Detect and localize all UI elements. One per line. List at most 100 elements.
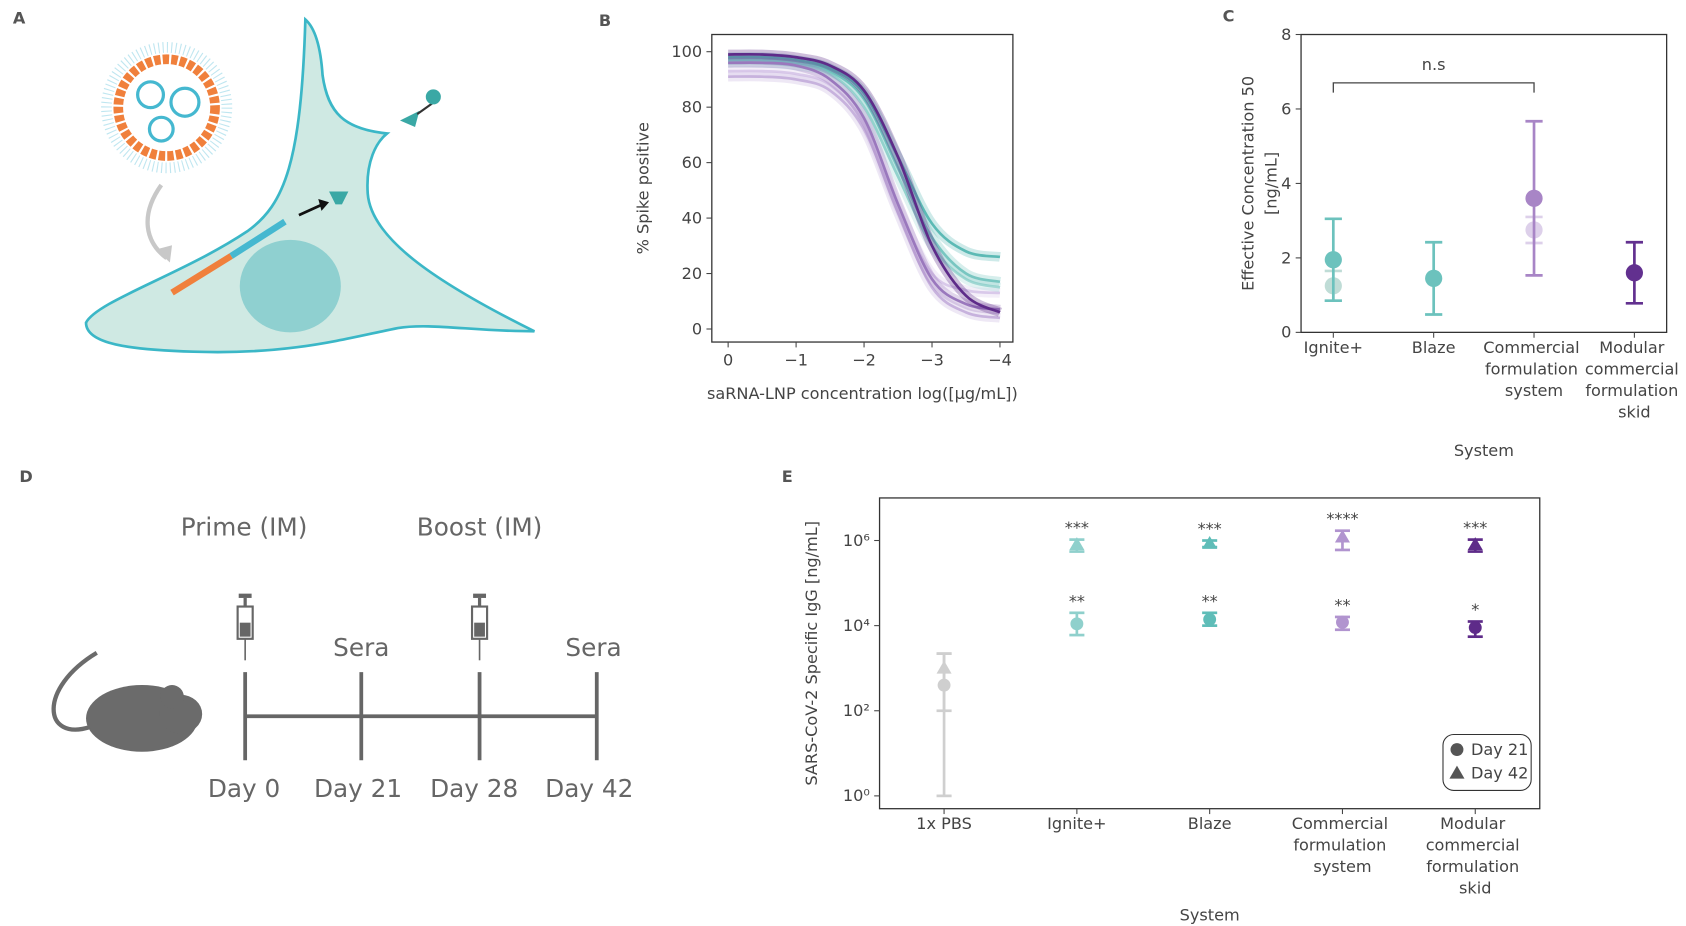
significance-label: ** xyxy=(1069,591,1085,610)
curve xyxy=(728,58,1001,284)
y-axis-label: SARS-CoV-2 Specific IgG [ng/mL] xyxy=(802,521,821,786)
dose-label: Prime (IM) xyxy=(181,513,308,542)
y-tick-label: 10⁶ xyxy=(843,531,870,550)
y-tick-label: 20 xyxy=(682,264,703,283)
point xyxy=(1467,537,1483,551)
point xyxy=(1334,529,1350,543)
significance-label: * xyxy=(1471,600,1479,619)
rna-strand xyxy=(229,218,287,259)
y-axis-label: [ng/mL] xyxy=(1261,152,1280,215)
y-tick-label: 40 xyxy=(682,208,703,227)
x-tick-label: Blaze xyxy=(1188,814,1232,833)
y-tick-label: 10⁰ xyxy=(843,786,870,805)
y-tick-label: 2 xyxy=(1281,248,1291,267)
antibody xyxy=(416,102,433,115)
y-tick-label: 0 xyxy=(692,319,702,338)
point xyxy=(1324,251,1342,269)
x-tick-label: Blaze xyxy=(1412,338,1456,357)
point xyxy=(1336,615,1349,629)
protein xyxy=(399,110,420,127)
significance-label: *** xyxy=(1198,519,1222,538)
y-tick-label: 60 xyxy=(682,153,703,172)
plot-frame xyxy=(1300,33,1668,334)
timeline xyxy=(243,672,599,761)
y-tick-label: 100 xyxy=(671,42,702,61)
legend-marker xyxy=(1449,765,1465,779)
x-tick-label: Modular commercial formulation skid xyxy=(1426,814,1525,898)
significance-label: *** xyxy=(1065,518,1089,537)
x-axis-label: saRNA-LNP concentration log([µg/mL]) xyxy=(707,384,1018,403)
y-tick-label: 6 xyxy=(1281,99,1291,118)
rna xyxy=(147,115,175,143)
curve xyxy=(728,52,1001,314)
point xyxy=(1525,189,1543,207)
syringe xyxy=(470,592,489,662)
arrow xyxy=(298,203,324,217)
y-tick-label: 4 xyxy=(1281,174,1291,193)
day-label: Day 0 xyxy=(208,774,280,803)
x-tick-label: 1x PBS xyxy=(916,814,972,833)
cell xyxy=(84,16,535,354)
y-tick-label: 0 xyxy=(1281,323,1291,342)
x-tick-label: Modular commercial formulation skid xyxy=(1585,338,1684,422)
day-label: Day 42 xyxy=(545,774,633,803)
point xyxy=(1070,617,1084,631)
x-tick-label: Ignite+ xyxy=(1047,814,1106,833)
x-tick-label: −2 xyxy=(852,351,876,370)
curve xyxy=(728,61,1001,311)
day-label: Day 28 xyxy=(430,774,518,803)
panel-label: E xyxy=(782,467,793,486)
mouse-ear xyxy=(160,685,184,709)
x-tick-label: −3 xyxy=(920,351,944,370)
point xyxy=(1203,612,1217,626)
mouse-tail xyxy=(51,650,98,732)
curve xyxy=(728,55,1001,259)
panel-label: C xyxy=(1223,7,1235,26)
significance-label: *** xyxy=(1463,518,1487,537)
panel-label: B xyxy=(599,11,611,30)
legend-box xyxy=(1442,733,1532,791)
annotation: n.s xyxy=(1422,55,1446,74)
rna xyxy=(136,80,166,110)
arrow xyxy=(145,183,169,260)
legend-marker xyxy=(1450,743,1464,757)
nucleus xyxy=(239,239,341,333)
sera-label: Sera xyxy=(565,633,621,662)
lnp xyxy=(113,54,220,161)
plot-frame xyxy=(711,33,1014,343)
panel-label: D xyxy=(19,467,32,486)
y-tick-label: 10⁴ xyxy=(843,616,870,635)
point xyxy=(1069,537,1085,551)
panel-label: A xyxy=(13,9,26,28)
point xyxy=(1202,535,1218,549)
significance-bracket xyxy=(1332,82,1535,93)
y-tick-label: 80 xyxy=(682,98,703,117)
lnp-shell xyxy=(101,42,233,174)
y-tick-label: 10² xyxy=(843,701,870,720)
y-axis-label: % Spike positive xyxy=(633,122,652,254)
mouse xyxy=(51,650,203,752)
legend-label: Day 42 xyxy=(1471,764,1528,783)
x-axis-label: System xyxy=(1180,906,1240,925)
protein xyxy=(329,191,349,205)
arrow-head xyxy=(318,199,330,211)
day-label: Day 21 xyxy=(314,774,402,803)
antibody xyxy=(425,89,441,105)
x-tick-label: Commercial formulation system xyxy=(1292,814,1393,876)
point xyxy=(1468,621,1482,635)
significance-label: **** xyxy=(1326,509,1358,528)
y-axis-label: Effective Concentration 50 xyxy=(1239,76,1258,291)
x-tick-label: 0 xyxy=(723,351,733,370)
point xyxy=(936,660,952,674)
curve xyxy=(728,69,1001,295)
x-tick-label: −1 xyxy=(784,351,808,370)
point xyxy=(1625,264,1643,282)
x-axis-label: System xyxy=(1454,441,1514,460)
arrow-head xyxy=(155,245,173,263)
x-tick-label: Ignite+ xyxy=(1304,338,1363,357)
dose-label: Boost (IM) xyxy=(417,513,543,542)
cell-illustration xyxy=(84,16,535,354)
